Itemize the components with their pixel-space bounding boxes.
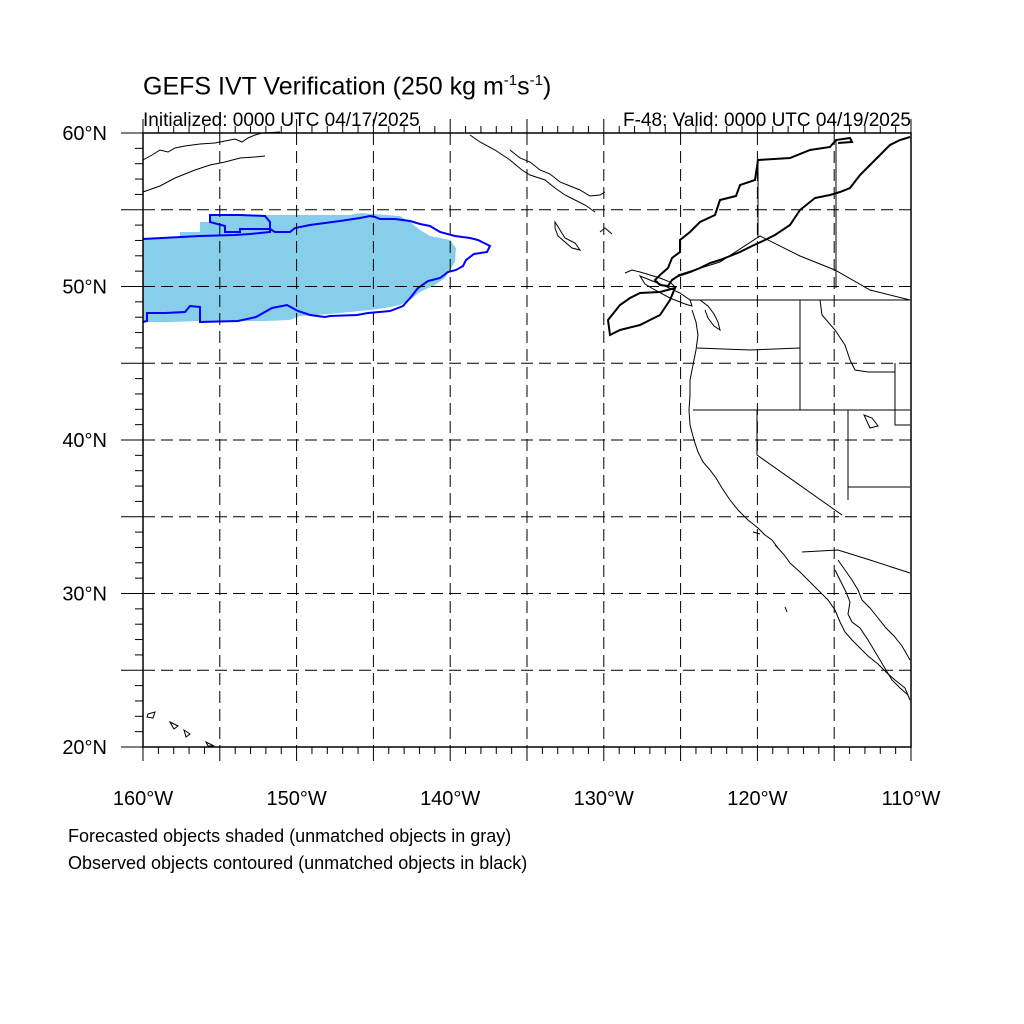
forecast-object-fill bbox=[143, 213, 456, 322]
y-tick-label: 20°N bbox=[62, 737, 107, 759]
x-tick-label: 140°W bbox=[420, 788, 480, 810]
title-exponent-1: -1 bbox=[503, 72, 518, 89]
legend-forecast: Forecasted objects shaded (unmatched obj… bbox=[68, 826, 512, 846]
x-axis-labels: 160°W 150°W 140°W 130°W 120°W 110°W bbox=[113, 788, 941, 810]
y-tick-label: 50°N bbox=[62, 277, 107, 299]
chart-title: GEFS IVT Verification (250 kg m-1s-1) bbox=[143, 72, 551, 101]
y-tick-label: 60°N bbox=[62, 123, 107, 145]
title-unit-s: s bbox=[517, 72, 530, 101]
initialized-label: Initialized: 0000 UTC 04/17/2025 bbox=[143, 110, 420, 131]
lat-lon-gridlines bbox=[143, 133, 911, 747]
y-tick-label: 30°N bbox=[62, 584, 107, 606]
y-axis-labels: 20°N 30°N 40°N 50°N 60°N bbox=[62, 123, 107, 759]
title-text: GEFS IVT Verification (250 kg m bbox=[143, 72, 504, 101]
title-close: ) bbox=[542, 72, 552, 101]
x-tick-label: 130°W bbox=[574, 788, 634, 810]
x-tick-label: 150°W bbox=[266, 788, 326, 810]
legend-observed: Observed objects contoured (unmatched ob… bbox=[68, 853, 528, 873]
title-exponent-2: -1 bbox=[529, 72, 543, 89]
x-tick-label: 110°W bbox=[882, 788, 941, 810]
axis-ticks bbox=[121, 119, 912, 761]
x-tick-label: 120°W bbox=[727, 788, 787, 810]
y-tick-label: 40°N bbox=[62, 430, 107, 452]
x-tick-label: 160°W bbox=[113, 788, 173, 810]
thick-border-outlines bbox=[606, 136, 911, 337]
valid-time-label: F-48: Valid: 0000 UTC 04/19/2025 bbox=[623, 110, 911, 131]
